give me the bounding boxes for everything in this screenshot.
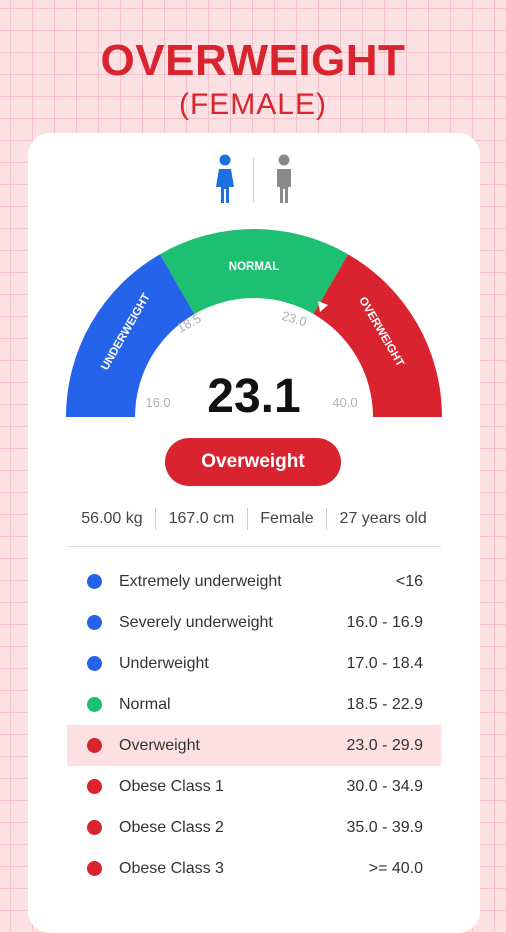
category-label: Obese Class 2 (119, 819, 224, 836)
female-icon (216, 154, 234, 203)
gauge-segment-underweight (66, 254, 195, 417)
list-item: Extremely underweight <16 (67, 561, 441, 602)
category-dot-icon (87, 779, 102, 794)
male-gender-button[interactable] (264, 153, 304, 209)
category-label: Overweight (119, 737, 200, 754)
gauge-label-normal: NORMAL (229, 261, 279, 273)
page-title: OVERWEIGHT (100, 36, 406, 85)
page-subtitle: (FEMALE) (178, 88, 327, 121)
list-item: Underweight 17.0 - 18.4 (67, 643, 441, 684)
category-dot-icon (87, 738, 102, 753)
gauge-segment-overweight (313, 254, 442, 417)
gauge-pointer-icon (318, 301, 328, 312)
stat-gender: Female (260, 510, 314, 527)
category-range: 18.5 - 22.9 (346, 696, 424, 713)
list-item: Obese Class 3 >= 40.0 (67, 848, 441, 889)
category-dot-icon (87, 656, 102, 671)
category-label: Obese Class 1 (119, 778, 224, 795)
gauge-tick-40: 40.0 (332, 395, 357, 410)
list-item: Normal 18.5 - 22.9 (67, 684, 441, 725)
gauge-tick-23: 23.0 (280, 308, 308, 329)
category-label: Obese Class 3 (119, 860, 224, 877)
category-label: Normal (119, 696, 171, 713)
gender-toggle (28, 153, 480, 209)
stat-weight: 56.00 kg (81, 510, 143, 527)
category-range: 30.0 - 34.9 (346, 778, 424, 795)
list-item: Obese Class 1 30.0 - 34.9 (67, 766, 441, 807)
category-label: Underweight (119, 655, 209, 672)
status-button[interactable]: Overweight (165, 438, 341, 486)
category-label: Severely underweight (119, 614, 273, 631)
stat-divider (155, 507, 157, 530)
category-dot-icon (87, 615, 102, 630)
female-gender-button[interactable] (205, 153, 245, 209)
category-range: 23.0 - 29.9 (346, 737, 424, 754)
category-range: <16 (395, 573, 423, 590)
gauge-tick-16: 16.0 (145, 395, 170, 410)
category-range: 35.0 - 39.9 (346, 819, 424, 836)
category-range: 16.0 - 16.9 (346, 614, 424, 631)
category-label: Extremely underweight (119, 573, 282, 590)
stats-row: 56.00 kg 167.0 cm Female 27 years old (28, 507, 480, 531)
gender-divider (253, 157, 254, 203)
bmi-value: 23.1 (207, 370, 301, 423)
male-icon (277, 154, 291, 203)
list-item-current: Overweight 23.0 - 29.9 (67, 725, 441, 766)
stat-age: 27 years old (339, 510, 427, 527)
stat-divider (246, 507, 248, 530)
category-range: >= 40.0 (368, 860, 423, 877)
category-dot-icon (87, 697, 102, 712)
category-dot-icon (87, 574, 102, 589)
divider (67, 546, 441, 547)
bmi-gauge: UNDERWEIGHT NORMAL OVERWEIGHT 16.0 18.5 … (66, 229, 442, 417)
category-dot-icon (87, 861, 102, 876)
category-dot-icon (87, 820, 102, 835)
list-item: Obese Class 2 35.0 - 39.9 (67, 807, 441, 848)
bmi-category-list: Extremely underweight <16 Severely under… (67, 561, 441, 889)
category-range: 17.0 - 18.4 (346, 655, 424, 672)
gauge-segment-normal (160, 229, 348, 314)
stat-divider (326, 507, 328, 530)
bmi-result-card: UNDERWEIGHT NORMAL OVERWEIGHT 16.0 18.5 … (28, 133, 480, 933)
list-item: Severely underweight 16.0 - 16.9 (67, 602, 441, 643)
stat-height: 167.0 cm (168, 510, 235, 527)
